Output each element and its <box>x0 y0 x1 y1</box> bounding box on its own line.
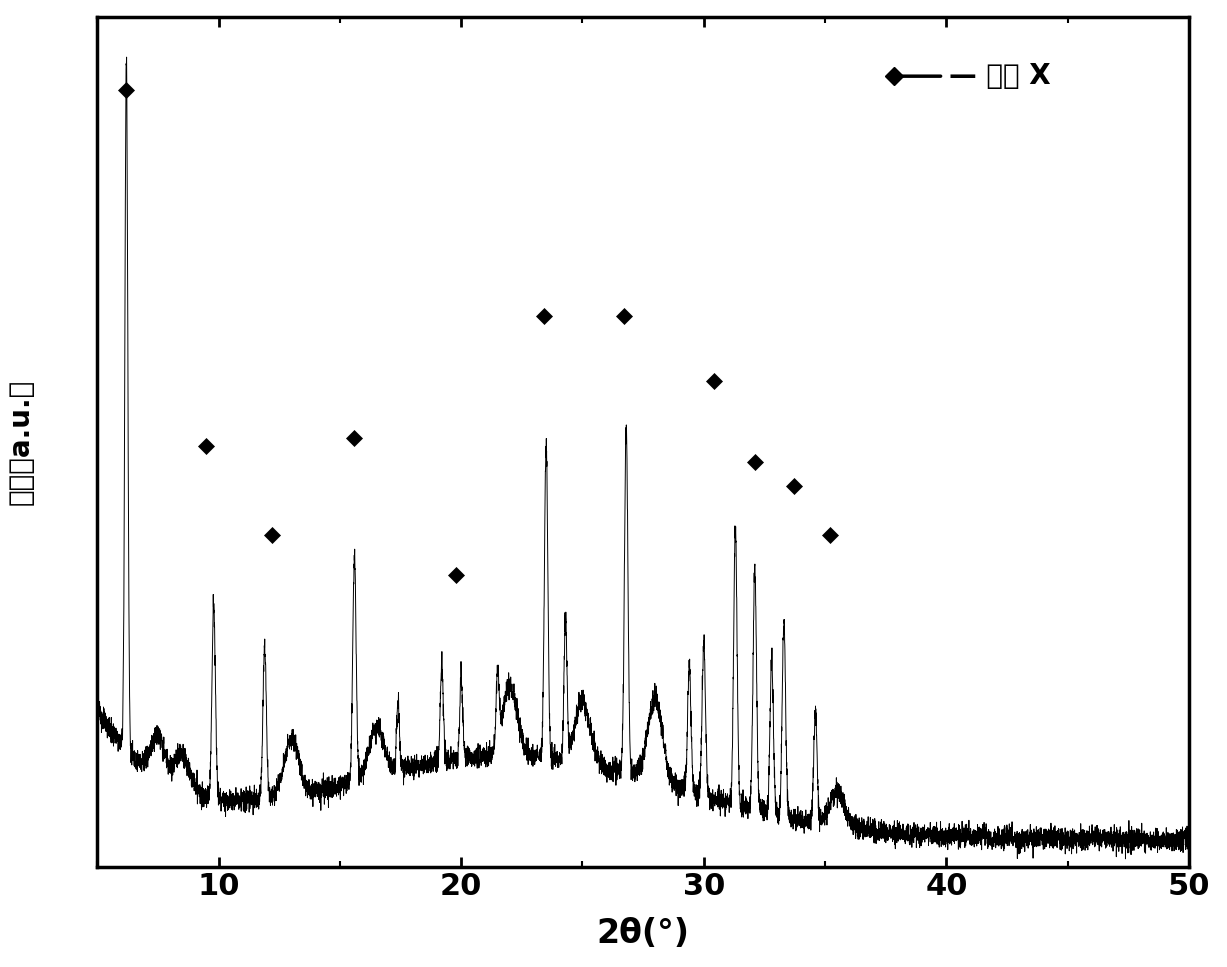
Text: — 沸石 X: — 沸石 X <box>948 62 1050 90</box>
X-axis label: 2θ(°): 2θ(°) <box>596 918 690 951</box>
Text: 强度（a.u.）: 强度（a.u.） <box>7 379 34 505</box>
